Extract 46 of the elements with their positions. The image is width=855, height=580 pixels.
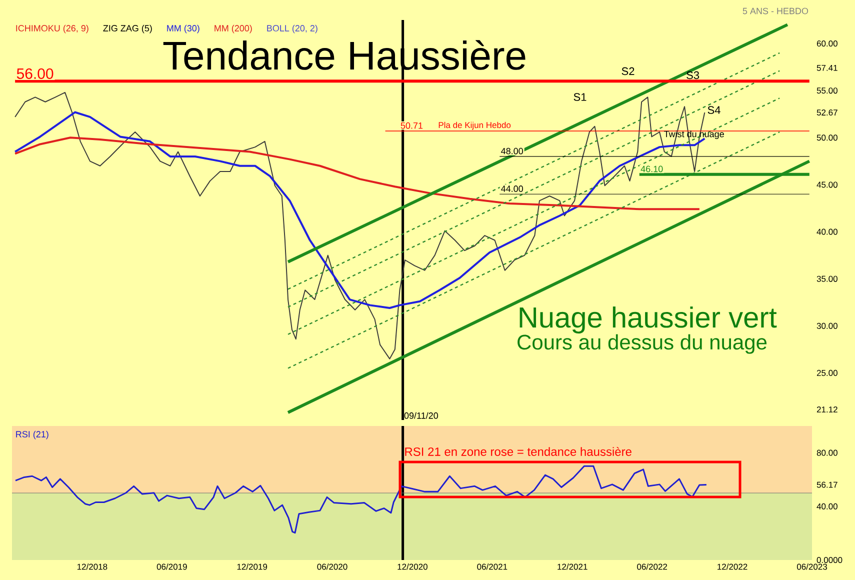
x-tick-label: 12/2020 xyxy=(398,564,428,570)
annotation: Cours au dessus du nuage xyxy=(518,334,767,354)
y-tick-label: 52.67 xyxy=(816,110,838,116)
data-label: 44.00 xyxy=(501,186,523,192)
chart-subtitle: 5 ANS - HEBDO xyxy=(742,8,808,14)
annotation: S4 xyxy=(708,106,720,114)
data-label: 46.10 xyxy=(640,166,663,172)
text: MM (200) xyxy=(214,24,252,34)
annotation: Nuage haussier vert xyxy=(520,306,777,334)
y-tick-label: 80.00 xyxy=(816,450,838,456)
x-tick-label: 12/2019 xyxy=(237,564,268,570)
y-tick-label: 56.17 xyxy=(816,482,838,488)
annotation: ICHIMOKU (26, 9) xyxy=(16,24,88,34)
text: MM (30) xyxy=(167,24,200,34)
ref-line-label: 09/11/20 xyxy=(404,412,438,419)
y-tick-label: 57.41 xyxy=(816,64,838,71)
y-tick-label: 21.12 xyxy=(816,406,838,412)
text: RSI (21) xyxy=(16,430,48,440)
y-tick-label: 40.00 xyxy=(816,503,838,510)
y-tick-label: 60.00 xyxy=(816,40,838,47)
x-tick-label: 12/2021 xyxy=(558,564,588,570)
annotation: S1 xyxy=(574,93,586,101)
x-tick-label: 12/2022 xyxy=(718,564,748,570)
x-tick-label: 06/2023 xyxy=(796,564,827,570)
y-tick-label: 40.00 xyxy=(816,228,838,235)
data-label: 50.71 xyxy=(400,122,423,129)
x-tick-label: 06/2020 xyxy=(317,564,348,570)
annotation: S2 xyxy=(622,67,634,76)
annotation: S3 xyxy=(686,71,700,80)
y-tick-label: 25.00 xyxy=(816,370,838,376)
y-tick-label: 50.00 xyxy=(816,134,838,141)
data-label: 56.00 xyxy=(16,68,54,79)
annotation: RSI 21 en zone rose = tendance haussière xyxy=(405,446,632,456)
y-tick-label: 45.00 xyxy=(816,182,838,188)
annotation: ZIG ZAG (5) xyxy=(103,24,152,34)
y-tick-label: 55.00 xyxy=(816,88,838,94)
x-tick-label: 12/2018 xyxy=(77,564,108,570)
y-tick-label: 35.00 xyxy=(816,276,838,282)
data-label: 48.00 xyxy=(501,148,523,154)
x-tick-label: 06/2021 xyxy=(477,564,508,570)
annotation: BOLL (20, 2) xyxy=(267,24,318,34)
x-tick-label: 06/2022 xyxy=(637,564,668,570)
x-tick-label: 06/2019 xyxy=(156,564,187,570)
y-tick-label: 0.0000 xyxy=(816,556,842,564)
annotation: Pla de Kijun Hebdo xyxy=(438,122,511,130)
y-tick-label: 30.00 xyxy=(816,322,838,329)
